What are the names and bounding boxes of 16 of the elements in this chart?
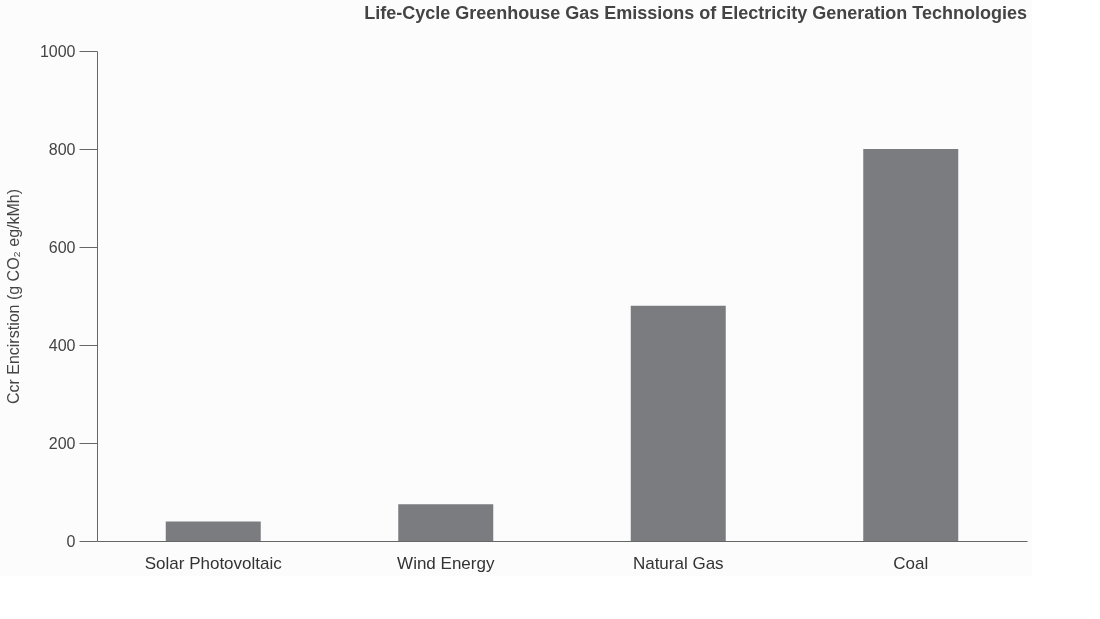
x-tick-label: Wind Energy [397,553,495,573]
y-tick-label: 800 [48,140,76,158]
bar [863,149,959,541]
bar [398,504,494,541]
y-tick-label: 400 [48,336,76,354]
bar [165,521,261,541]
y-tick-label: 0 [66,532,76,550]
y-tick-label: 1000 [39,42,76,60]
y-tick-label: 200 [48,434,76,452]
y-tick-label: 600 [48,238,76,256]
bar [630,305,726,541]
x-tick-label: Solar Photovoltaic [144,553,283,573]
chart-title: Life-Cycle Greenhouse Gas Emissions of Electricity Generation Technologies [364,3,1027,23]
y-axis-title: Ccr Encirstion (g CO₂ eg/kMh) [4,188,22,405]
x-tick-label: Natural Gas [632,553,724,573]
x-tick-label: Coal [893,553,929,573]
